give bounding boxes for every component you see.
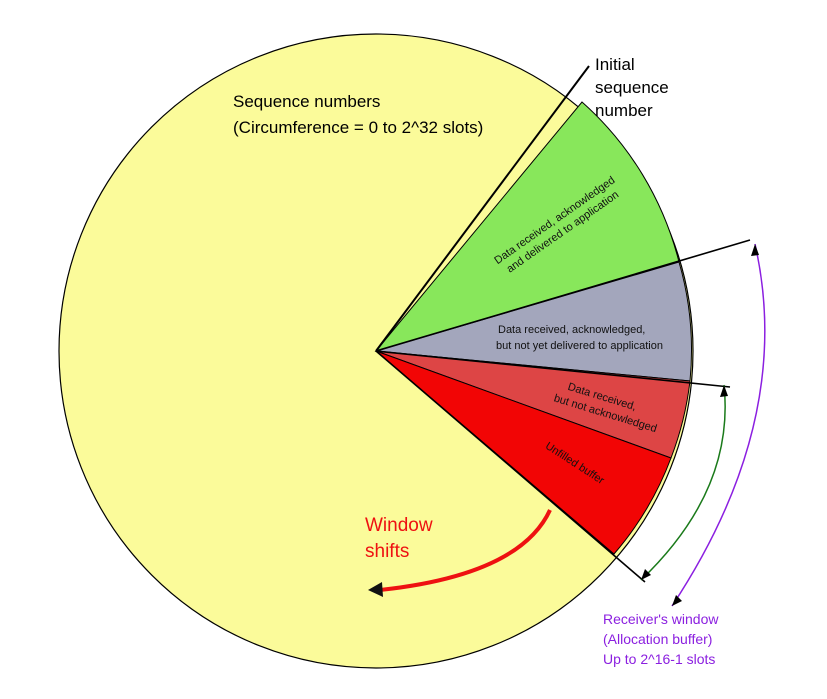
- unfilled-window-arc: [640, 384, 726, 581]
- window-shifts-label-1: Window: [365, 515, 433, 536]
- window-shifts-label-2: shifts: [365, 541, 409, 562]
- window-shift-arrow: [379, 509, 552, 592]
- initial-sequence-label-1: Initial: [595, 55, 635, 74]
- window-start-line: [375, 239, 751, 352]
- initial-sequence-label-3: number: [595, 101, 653, 120]
- receivers-window-label-2: (Allocation buffer): [603, 631, 712, 647]
- receivers-window-label-3: Up to 2^16-1 slots: [603, 651, 715, 667]
- receivers-window-arc: [671, 243, 766, 607]
- window-shift-arrowhead: [368, 582, 383, 597]
- green-arrowhead-bottom: [641, 569, 651, 580]
- ack-boundary-line: [375, 350, 731, 388]
- initial-sequence-label-2: sequence: [595, 78, 669, 97]
- window-end-line: [375, 350, 646, 583]
- not-delivered-label-1: Data received, acknowledged,: [498, 324, 645, 336]
- segment-unfilled: [375, 350, 672, 555]
- green-arrowhead-top: [720, 385, 728, 397]
- segment-delivered: [374, 101, 680, 352]
- segment-not-delivered: [375, 261, 692, 382]
- not-delivered-label-2: but not yet delivered to application: [496, 340, 663, 352]
- initial-sequence-line: [375, 65, 590, 352]
- receivers-window-label-1: Receiver's window: [603, 611, 719, 627]
- sequence-numbers-range: (Circumference = 0 to 2^32 slots): [233, 118, 483, 137]
- purple-arrowhead-top: [751, 244, 759, 256]
- purple-arrowhead-bottom: [672, 595, 682, 606]
- sequence-numbers-label: Sequence numbers: [233, 92, 380, 111]
